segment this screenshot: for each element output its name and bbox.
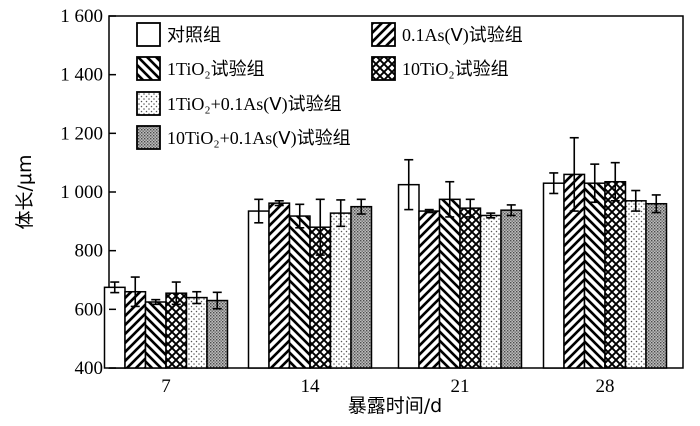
y-tick-label: 1 400 [60,65,103,86]
bar [645,202,668,369]
bar [397,183,420,369]
legend-swatch [371,22,396,47]
legend-swatch [136,125,161,150]
bar [144,301,167,369]
x-tick-label: 14 [301,376,321,397]
bars-layer [103,136,668,369]
x-tick-label: 21 [451,376,470,397]
y-tick-label: 1 600 [60,6,103,27]
legend-label: 0.1As(Ⅴ)试验组 [402,25,523,46]
bar [247,210,270,369]
y-axis-label: 体长/μm [14,155,36,230]
bar [418,210,441,369]
bar [583,182,606,369]
bar [268,202,291,369]
x-tick-label: 28 [596,376,615,397]
bar [206,299,229,369]
y-axis-ticks: 400 600 800 1 000 1 200 1 400 1 600 [60,6,116,379]
legend-label: 1TiO₂+0.1As(Ⅴ)试验组 [167,94,342,115]
legend-label: 1TiO₂试验组 [167,59,265,79]
bar [350,205,373,369]
y-tick-label: 1 000 [60,182,103,203]
legend-swatch [136,22,161,47]
legend-swatch [371,56,396,81]
bar [103,286,126,369]
bar [542,182,565,369]
legend-label: 10TiO₂试验组 [402,59,509,79]
bar [624,200,647,369]
y-tick-label: 400 [75,358,104,379]
legend: 对照组 0.1As(Ⅴ)试验组 1TiO₂试验组 10TiO₂试验组 1TiO₂+0.1… [136,22,523,150]
y-tick-label: 800 [75,241,104,262]
x-tick-label: 7 [161,376,171,397]
x-axis-label: 暴露时间/d [348,395,442,417]
legend-label: 10TiO₂+0.1As(Ⅴ)试验组 [167,128,351,149]
legend-label: 对照组 [167,25,221,45]
legend-swatch [136,56,161,81]
legend-swatch [136,91,161,116]
bar [604,180,627,369]
bar [438,198,461,369]
bar [185,296,208,369]
bar [479,214,502,369]
y-tick-label: 600 [75,299,104,320]
bar [459,207,482,369]
x-axis-ticks: 7 14 21 28 [161,361,615,397]
bar [288,215,311,369]
bar [329,212,352,369]
bar [500,209,523,369]
y-tick-label: 1 200 [60,123,103,144]
